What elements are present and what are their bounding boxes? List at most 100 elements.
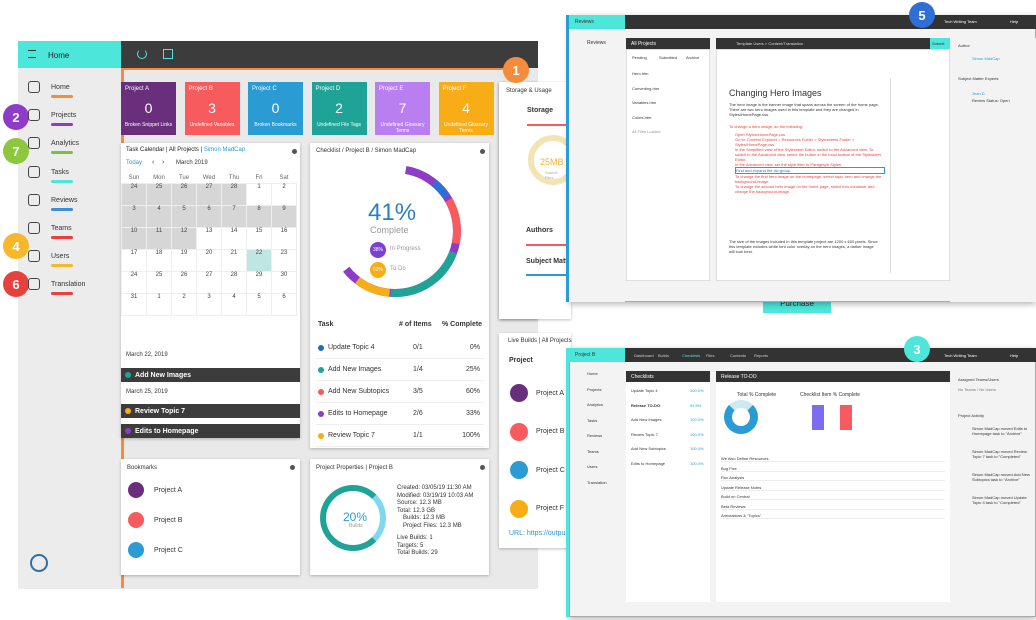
live-url[interactable]: URL: https://outpu (509, 530, 566, 537)
author-name[interactable]: Simon MadCap (972, 56, 1000, 61)
calendar-user[interactable]: Simon MadCap (203, 147, 246, 153)
calendar-cell[interactable]: 18 (146, 248, 172, 272)
calendar-cell[interactable]: 14 (221, 226, 247, 250)
analytics-nav-item[interactable]: Tasks (587, 417, 598, 423)
analytics-nav-item[interactable]: Home (587, 371, 598, 376)
nav-users[interactable]: Users (51, 253, 70, 260)
analytics-nav-item[interactable]: Analytics (587, 402, 604, 407)
calendar-cell[interactable]: 10 (121, 226, 147, 250)
project-card[interactable]: Project F 4 Undefined Glossary Terms (438, 82, 494, 135)
project-card[interactable]: Project D 2 Undefined File Tags (311, 82, 367, 135)
calendar-cell[interactable]: 4 (221, 292, 247, 316)
calendar-cell[interactable]: 5 (171, 204, 197, 228)
release-task-row[interactable]: Beta Reviews (721, 504, 945, 510)
calendar-cell[interactable]: 31 (121, 292, 147, 316)
calendar-cell[interactable]: 2 (271, 182, 297, 206)
live-build-item[interactable]: Project A (510, 384, 564, 402)
analytics-nav-item[interactable]: Translation (587, 479, 607, 485)
new-window-icon[interactable] (163, 49, 173, 59)
bookmark-item[interactable]: Project A (128, 482, 182, 498)
calendar-cell[interactable]: 26 (171, 182, 197, 206)
nav-reviews[interactable]: Reviews (51, 197, 78, 204)
calendar-cell[interactable]: 2 (171, 292, 197, 316)
calendar-settings-icon[interactable] (292, 149, 297, 154)
review-file-item[interactable]: Hero.htm (632, 71, 649, 76)
checklist-settings-icon[interactable] (480, 149, 485, 154)
task-row-review-topic-7[interactable]: Review Topic 7 (121, 404, 300, 418)
sme-name[interactable]: Jean D. (972, 91, 986, 96)
analytics-tab[interactable]: Dashboard (634, 353, 654, 358)
checklist-row[interactable]: Review Topic 7 1/1 100% (316, 425, 484, 447)
today-button[interactable]: Today (126, 160, 143, 166)
calendar-cell[interactable]: 28 (221, 270, 247, 294)
live-build-item[interactable]: Project F (510, 499, 564, 518)
review-nav-item[interactable]: Reviews (587, 40, 606, 46)
analytics-checklist-name[interactable]: Release TO-DO (631, 402, 661, 408)
calendar-cell[interactable]: 21 (221, 248, 247, 272)
review-tab-submitted[interactable]: Submitted (659, 55, 678, 60)
users-nav-icon[interactable] (28, 250, 40, 262)
teams-nav-icon[interactable] (28, 222, 40, 234)
checklist-row[interactable]: Edits to Homepage 2/6 33% (316, 403, 484, 425)
calendar-cell[interactable]: 29 (246, 270, 272, 294)
calendar-cell[interactable]: 23 (271, 248, 297, 272)
analytics-checklist-name[interactable]: Update Topic 4 (631, 388, 658, 393)
release-task-row[interactable]: Update Release Notes (721, 485, 945, 491)
menu-icon[interactable] (28, 50, 36, 58)
review-file-item[interactable]: Colors.htm (632, 114, 652, 120)
calendar-cell[interactable]: 17 (121, 248, 147, 272)
analytics-tab[interactable]: Reports (754, 353, 769, 358)
checklist-row[interactable]: Update Topic 4 0/1 0% (316, 337, 484, 359)
nav-analytics[interactable]: Analytics (51, 140, 80, 147)
analytics-nav-item[interactable]: Reviews (587, 433, 603, 438)
project-card[interactable]: Project A 0 Broken Snippet Links (121, 82, 176, 135)
calendar-cell[interactable]: 4 (146, 204, 172, 228)
nav-projects[interactable]: Projects (51, 112, 77, 119)
home-nav-icon[interactable] (28, 81, 40, 93)
prev-month-icon[interactable]: ‹ (152, 159, 155, 166)
checklist-row[interactable]: Add New Subtopics 3/5 60% (316, 381, 484, 403)
review-file-item[interactable]: All Files Loaded (632, 129, 661, 134)
calendar-cell[interactable]: 13 (196, 226, 222, 250)
projects-nav-icon[interactable] (28, 109, 40, 121)
props-settings-icon[interactable] (480, 465, 485, 470)
release-task-row[interactable]: Run Analysis (721, 475, 945, 481)
calendar-cell[interactable]: 25 (146, 270, 172, 294)
analytics-team-button[interactable]: Tech Writing Team (944, 353, 977, 358)
calendar-cell[interactable]: 7 (221, 204, 247, 228)
analytics-checklist-name[interactable]: Review Topic 7 (631, 431, 658, 437)
reviews-nav-icon[interactable] (28, 194, 40, 206)
analytics-nav-item[interactable]: Users (587, 464, 598, 469)
nav-home[interactable]: Home (51, 84, 70, 91)
release-task-row[interactable]: We Also Define Resources (721, 456, 945, 462)
calendar-cell[interactable]: 24 (121, 182, 147, 206)
analytics-tab[interactable]: Checklists (682, 353, 701, 358)
analytics-checklist-name[interactable]: Edits to Homepage (631, 460, 666, 466)
calendar-cell[interactable]: 11 (146, 226, 172, 250)
analytics-nav-icon[interactable] (28, 137, 40, 149)
analytics-checklist-name[interactable]: Add New Images (631, 417, 662, 422)
calendar-cell[interactable]: 1 (146, 292, 172, 316)
calendar-cell[interactable]: 19 (171, 248, 197, 272)
nav-tasks[interactable]: Tasks (51, 169, 69, 176)
project-card[interactable]: Project C 0 Broken Bookmarks (248, 82, 303, 135)
calendar-cell[interactable]: 12 (171, 226, 197, 250)
refresh-icon[interactable] (137, 49, 147, 59)
calendar-cell[interactable]: 3 (121, 204, 147, 228)
calendar-cell[interactable]: 16 (271, 226, 297, 250)
review-file-item[interactable]: Variables.htm (632, 100, 657, 105)
calendar-cell[interactable]: 24 (121, 270, 147, 294)
task-row-add-new-images[interactable]: Add New Images (121, 368, 300, 382)
bookmark-item[interactable]: Project B (128, 512, 182, 528)
analytics-nav-item[interactable]: Teams (587, 448, 599, 454)
analytics-checklist-name[interactable]: Add New Subtopics (631, 446, 666, 451)
calendar-cell[interactable]: 27 (196, 182, 222, 206)
calendar-cell[interactable]: 1 (246, 182, 272, 206)
calendar-cell[interactable]: 26 (171, 270, 197, 294)
release-task-row[interactable]: Build on Central (721, 494, 945, 500)
review-tab[interactable]: Reviews (569, 15, 625, 29)
live-build-item[interactable]: Project B (510, 422, 564, 441)
analytics-project-tab[interactable]: Project B (569, 348, 625, 362)
analytics-nav-item[interactable]: Projects (587, 386, 602, 392)
review-tab-archive[interactable]: Archive (686, 55, 700, 60)
